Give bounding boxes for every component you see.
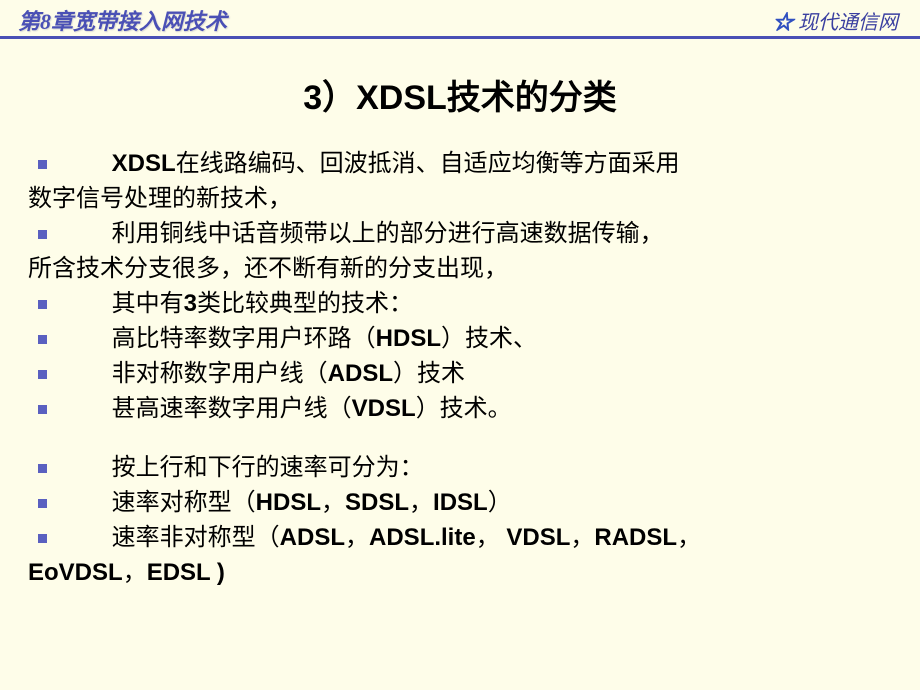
bullet-square-icon [38, 160, 47, 169]
star-icon: ☆ [773, 12, 793, 34]
bullet-square-icon [38, 230, 47, 239]
bullet-line: 速率对称型（HDSL，SDSL，IDSL） [38, 486, 890, 519]
bullet-line: 利用铜线中话音频带以上的部分进行高速数据传输， [38, 217, 890, 250]
bullet-wrap-line: 所含技术分支很多，还不断有新的分支出现， [28, 252, 890, 285]
slide-title: 3）XDSL技术的分类 [0, 70, 920, 119]
bullet-square-icon [38, 534, 47, 543]
bullet-square-icon [38, 464, 47, 473]
bullet-square-icon [38, 300, 47, 309]
bullet-text: 高比特率数字用户环路（HDSL）技术、 [85, 322, 537, 355]
bullet-wrap-line: 数字信号处理的新技术， [28, 182, 890, 215]
book-name-container: ☆ 现代通信网 [773, 6, 898, 35]
bullet-text: 按上行和下行的速率可分为： [85, 451, 424, 484]
book-name: 现代通信网 [798, 12, 898, 34]
bullet-line: 非对称数字用户线（ADSL）技术 [38, 357, 890, 390]
slide-header: 第8章宽带接入网技术 ☆ 现代通信网 [0, 0, 920, 44]
bullet-square-icon [38, 499, 47, 508]
bullet-text: 其中有3类比较典型的技术： [85, 287, 413, 320]
bullet-text: 非对称数字用户线（ADSL）技术 [85, 357, 465, 390]
header-divider [0, 36, 920, 39]
bullet-line: 甚高速率数字用户线（VDSL）技术。 [38, 392, 890, 425]
bullet-square-icon [38, 405, 47, 414]
bullet-text: 速率非对称型（ADSL，ADSL.lite， VDSL，RADSL， [85, 521, 701, 554]
bullet-wrap-line: EoVDSL，EDSL ) [28, 556, 890, 589]
bullet-text: 速率对称型（HDSL，SDSL，IDSL） [85, 486, 512, 519]
bullet-line: 按上行和下行的速率可分为： [38, 451, 890, 484]
bullet-line: XDSL在线路编码、回波抵消、自适应均衡等方面采用 [38, 147, 890, 180]
bullet-spacer [38, 427, 890, 451]
bullet-text: 甚高速率数字用户线（VDSL）技术。 [85, 392, 512, 425]
content-area: XDSL在线路编码、回波抵消、自适应均衡等方面采用数字信号处理的新技术， 利用铜… [0, 147, 920, 589]
bullet-square-icon [38, 335, 47, 344]
bullet-square-icon [38, 370, 47, 379]
bullet-line: 其中有3类比较典型的技术： [38, 287, 890, 320]
bullet-text: XDSL在线路编码、回波抵消、自适应均衡等方面采用 [85, 147, 680, 180]
bullet-line: 速率非对称型（ADSL，ADSL.lite， VDSL，RADSL， [38, 521, 890, 554]
bullet-line: 高比特率数字用户环路（HDSL）技术、 [38, 322, 890, 355]
bullet-text: 利用铜线中话音频带以上的部分进行高速数据传输， [85, 217, 664, 250]
chapter-title: 第8章宽带接入网技术 [18, 4, 227, 36]
